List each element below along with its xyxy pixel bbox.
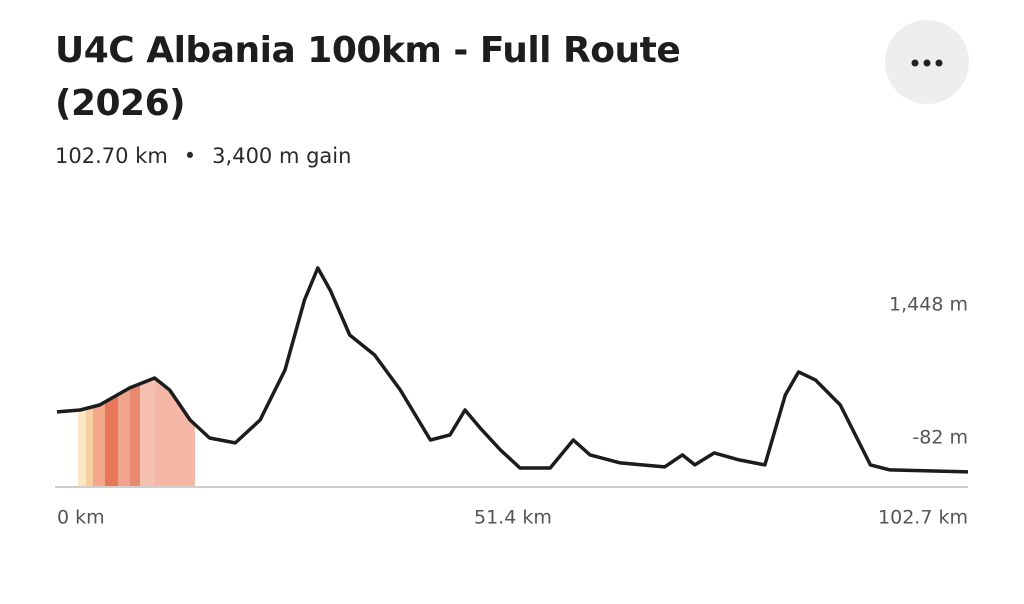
gain: 3,400 m gain [212, 144, 352, 168]
elevation-line [56, 266, 969, 474]
x-tick-label: 102.7 km [878, 507, 968, 529]
y-tick-label: -82 m [912, 426, 968, 448]
more-icon [911, 59, 943, 67]
y-tick-label: 1,448 m [889, 294, 968, 316]
route-stats: 102.70 km • 3,400 m gain [55, 144, 351, 168]
route-title: U4C Albania 100km - Full Route (2026) [55, 30, 681, 124]
x-tick-label: 51.4 km [474, 507, 552, 529]
grade-shading [78, 268, 195, 487]
separator: • [183, 144, 197, 168]
more-button[interactable] [885, 20, 969, 104]
distance: 102.70 km [55, 144, 168, 168]
x-tick-label: 0 km [57, 507, 105, 529]
